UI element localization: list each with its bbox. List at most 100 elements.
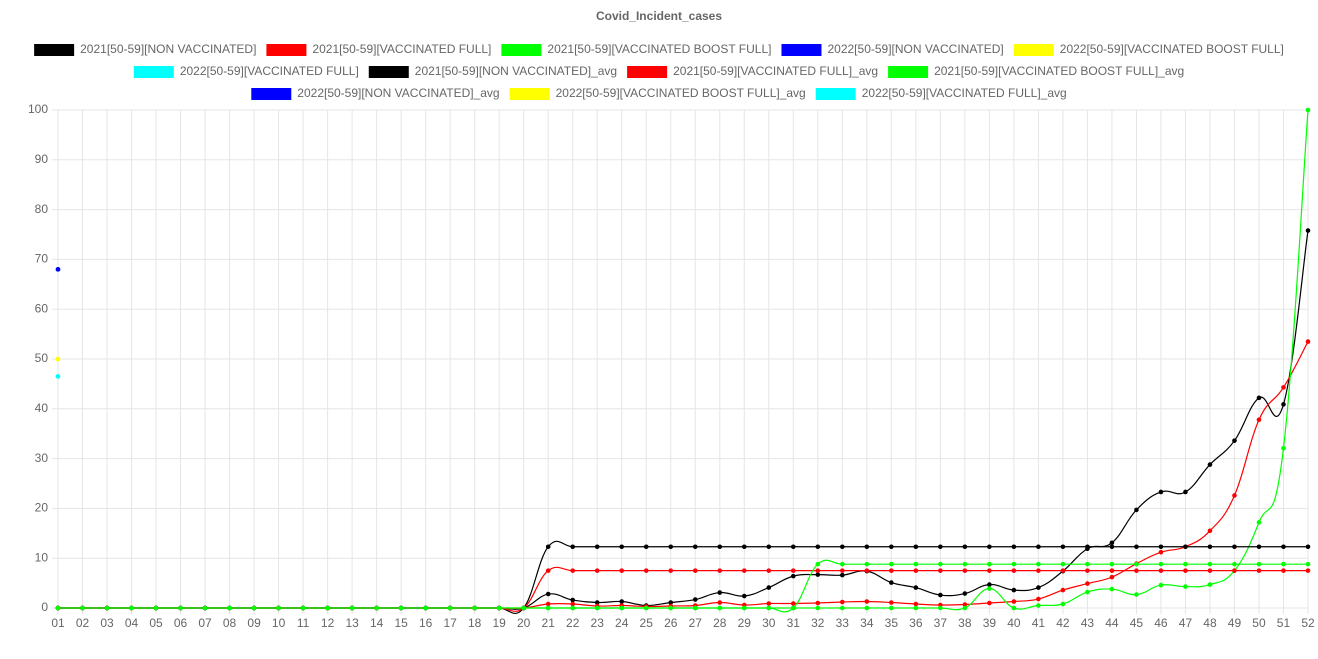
data-point — [545, 568, 551, 573]
data-point — [766, 601, 772, 606]
data-point — [1256, 561, 1262, 567]
data-point — [153, 605, 159, 611]
x-tick-label: 43 — [1081, 616, 1095, 630]
series-line — [57, 109, 1309, 611]
data-point — [545, 544, 551, 550]
data-point — [1036, 585, 1041, 590]
data-point — [692, 605, 698, 611]
chart-title: Covid_Incident_cases — [596, 9, 722, 23]
legend-swatch — [815, 88, 856, 100]
y-tick-label: 50 — [35, 351, 49, 365]
data-point — [1281, 544, 1286, 550]
data-point — [840, 568, 845, 573]
data-point — [55, 374, 61, 379]
data-point — [1158, 568, 1164, 573]
legend-label: 2021[50-59][VACCINATED BOOST FULL] — [547, 42, 771, 56]
x-tick-label: 32 — [811, 616, 825, 630]
x-tick-label: 30 — [762, 616, 776, 630]
x-tick-label: 35 — [885, 616, 899, 630]
legend-label: 2022[50-59][VACCINATED BOOST FULL]_avg — [556, 86, 806, 100]
x-tick-label: 11 — [297, 616, 310, 630]
data-point — [300, 605, 306, 611]
legend-item: 2022[50-59][VACCINATED BOOST FULL]_avg — [509, 86, 806, 100]
data-point — [1281, 561, 1286, 567]
data-point — [840, 561, 845, 567]
data-point — [1232, 438, 1237, 443]
data-point — [790, 544, 796, 550]
data-point — [1011, 599, 1017, 604]
data-point — [1134, 561, 1139, 567]
data-point — [864, 561, 870, 567]
data-point — [1207, 462, 1213, 467]
data-point — [1305, 107, 1311, 113]
data-point — [619, 568, 625, 573]
data-point — [815, 561, 821, 567]
data-point — [1305, 339, 1311, 344]
data-point — [1281, 568, 1286, 573]
data-point — [766, 585, 772, 590]
data-point — [717, 568, 723, 573]
data-point — [987, 600, 992, 606]
x-tick-label: 21 — [542, 616, 556, 630]
data-point — [815, 600, 821, 606]
data-point — [889, 580, 894, 585]
data-point — [692, 544, 698, 550]
data-point — [1085, 568, 1090, 573]
x-tick-label: 52 — [1301, 616, 1315, 630]
y-tick-label: 30 — [35, 451, 49, 465]
data-point — [496, 605, 502, 611]
data-point — [962, 605, 968, 611]
legend-swatch — [781, 44, 822, 56]
legend-item: 2022[50-59][VACCINATED FULL] — [133, 64, 359, 78]
x-tick-label: 08 — [223, 616, 237, 630]
x-tick-label: 34 — [860, 616, 874, 630]
data-point — [766, 544, 772, 550]
data-point — [1109, 540, 1115, 546]
legend-label: 2022[50-59][VACCINATED FULL] — [180, 64, 359, 78]
data-point — [545, 605, 551, 611]
data-point — [570, 568, 576, 573]
data-point — [962, 544, 968, 550]
x-tick-label: 19 — [492, 616, 506, 630]
x-tick-label: 46 — [1154, 616, 1168, 630]
data-point — [1232, 568, 1237, 573]
data-point — [1011, 544, 1017, 550]
data-point — [913, 605, 919, 611]
data-point — [864, 605, 870, 611]
x-tick-label: 20 — [517, 616, 531, 630]
data-point — [1256, 395, 1262, 401]
data-point — [594, 600, 600, 605]
data-point — [938, 544, 943, 550]
data-point — [864, 568, 870, 573]
data-point — [1060, 544, 1066, 550]
legend-swatch — [34, 44, 75, 56]
x-tick-label: 22 — [566, 616, 580, 630]
data-point — [643, 544, 649, 550]
data-point — [962, 568, 968, 573]
data-point — [545, 591, 551, 597]
data-point — [1109, 561, 1115, 567]
data-point — [1109, 544, 1115, 550]
data-point — [840, 599, 845, 605]
data-point — [668, 568, 674, 573]
data-point — [1134, 592, 1139, 597]
legend-label: 2021[50-59][NON VACCINATED] — [80, 42, 256, 56]
y-tick-label: 90 — [35, 152, 49, 166]
legend-label: 2022[50-59][NON VACCINATED]_avg — [297, 86, 499, 100]
data-point — [889, 605, 894, 611]
data-point — [1011, 561, 1017, 567]
data-point — [1183, 489, 1188, 495]
data-point — [619, 599, 625, 604]
x-tick-label: 37 — [934, 616, 948, 630]
data-point — [1109, 586, 1115, 592]
data-point — [1011, 568, 1017, 573]
data-point — [80, 605, 85, 611]
data-point — [1183, 561, 1188, 567]
legend-item: 2021[50-59][VACCINATED BOOST FULL]_avg — [888, 64, 1184, 78]
x-tick-label: 17 — [443, 616, 457, 630]
data-point — [790, 573, 796, 579]
data-point — [178, 605, 183, 611]
data-point — [913, 568, 919, 573]
x-tick-label: 38 — [958, 616, 972, 630]
data-point — [741, 544, 747, 550]
